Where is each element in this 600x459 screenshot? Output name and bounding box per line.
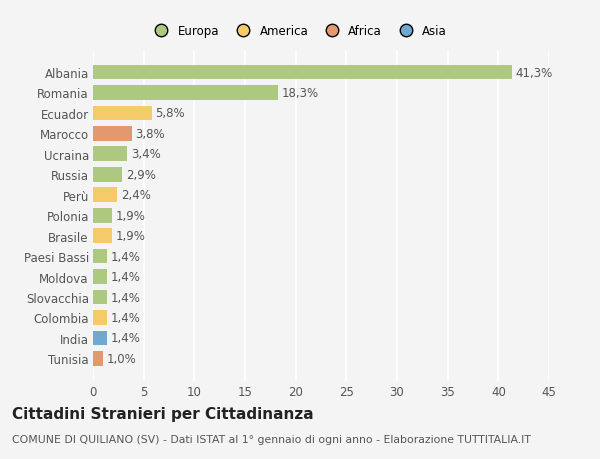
Bar xyxy=(93,208,112,223)
Text: Cittadini Stranieri per Cittadinanza: Cittadini Stranieri per Cittadinanza xyxy=(12,406,314,421)
Bar xyxy=(93,127,131,141)
Bar xyxy=(93,66,512,80)
Bar xyxy=(93,290,107,305)
Text: 41,3%: 41,3% xyxy=(515,67,553,79)
Text: 1,9%: 1,9% xyxy=(116,230,146,243)
Text: 2,4%: 2,4% xyxy=(121,189,151,202)
Text: 2,9%: 2,9% xyxy=(126,168,156,181)
Bar xyxy=(93,269,107,284)
Bar xyxy=(93,229,112,243)
Bar xyxy=(93,331,107,346)
Bar xyxy=(93,249,107,264)
Bar xyxy=(93,168,122,182)
Text: 1,4%: 1,4% xyxy=(111,270,140,284)
Text: 3,4%: 3,4% xyxy=(131,148,161,161)
Text: 1,4%: 1,4% xyxy=(111,291,140,304)
Text: 1,4%: 1,4% xyxy=(111,250,140,263)
Bar xyxy=(93,188,118,203)
Text: 1,9%: 1,9% xyxy=(116,209,146,222)
Text: 1,4%: 1,4% xyxy=(111,311,140,324)
Bar xyxy=(93,86,278,101)
Bar xyxy=(93,147,127,162)
Bar xyxy=(93,351,103,366)
Text: 3,8%: 3,8% xyxy=(135,128,164,140)
Text: COMUNE DI QUILIANO (SV) - Dati ISTAT al 1° gennaio di ogni anno - Elaborazione T: COMUNE DI QUILIANO (SV) - Dati ISTAT al … xyxy=(12,434,531,444)
Bar xyxy=(93,310,107,325)
Bar xyxy=(93,106,152,121)
Text: 18,3%: 18,3% xyxy=(282,87,319,100)
Text: 1,4%: 1,4% xyxy=(111,332,140,345)
Legend: Europa, America, Africa, Asia: Europa, America, Africa, Asia xyxy=(149,25,447,38)
Text: 5,8%: 5,8% xyxy=(155,107,185,120)
Text: 1,0%: 1,0% xyxy=(107,352,136,365)
